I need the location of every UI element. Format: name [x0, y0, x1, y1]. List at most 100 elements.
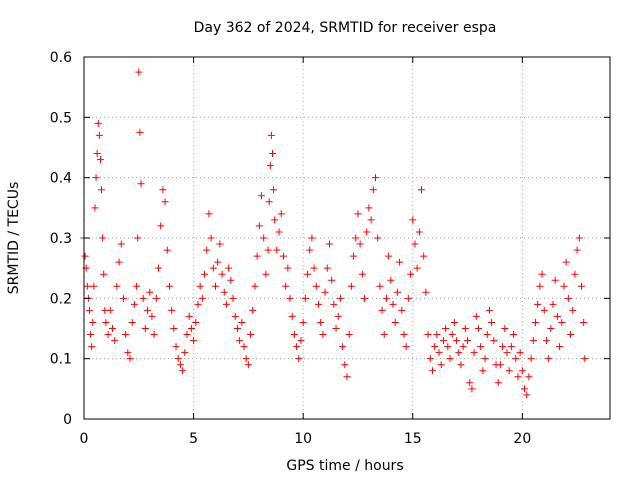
- data-point: [271, 216, 279, 224]
- data-point: [505, 367, 513, 375]
- data-point: [168, 306, 176, 314]
- data-point: [556, 343, 564, 351]
- data-point: [319, 331, 327, 339]
- data-point: [507, 343, 515, 351]
- data-point: [236, 337, 244, 345]
- data-point: [341, 361, 349, 369]
- data-point: [312, 282, 320, 290]
- data-point: [163, 246, 171, 254]
- data-point: [240, 343, 248, 351]
- data-point: [268, 150, 276, 158]
- y-tick-label: 0.2: [50, 291, 72, 307]
- data-point: [93, 150, 101, 158]
- data-point: [290, 331, 298, 339]
- data-point: [249, 306, 257, 314]
- data-point: [91, 204, 99, 212]
- data-point: [389, 300, 397, 308]
- data-point: [398, 306, 406, 314]
- data-point: [542, 337, 550, 345]
- data-point: [361, 294, 369, 302]
- data-point: [87, 331, 95, 339]
- data-point: [365, 204, 373, 212]
- data-point: [525, 373, 533, 381]
- data-point: [347, 282, 355, 290]
- data-point: [297, 337, 305, 345]
- data-point: [503, 349, 511, 357]
- x-tick-label: 0: [80, 431, 89, 447]
- data-point: [83, 282, 91, 290]
- data-point: [442, 325, 450, 332]
- data-point: [260, 234, 268, 242]
- data-point: [284, 264, 292, 272]
- data-point: [310, 264, 318, 272]
- data-point: [483, 331, 491, 339]
- y-tick-label: 0: [63, 412, 72, 428]
- data-point: [308, 234, 316, 242]
- data-point: [529, 337, 537, 345]
- data-point: [330, 300, 338, 308]
- data-point: [113, 282, 121, 290]
- x-tick-label: 10: [294, 431, 312, 447]
- data-point: [437, 361, 445, 369]
- data-point: [115, 258, 123, 266]
- data-point: [523, 391, 531, 399]
- data-point: [233, 325, 241, 332]
- grid: [84, 57, 610, 419]
- data-point: [301, 294, 309, 302]
- data-point: [580, 318, 588, 326]
- data-point: [527, 355, 535, 363]
- data-point: [448, 331, 456, 339]
- data-point: [273, 246, 281, 254]
- y-axis-label: SRMTID / TECUs: [6, 182, 22, 295]
- data-point: [253, 252, 261, 260]
- data-point: [198, 294, 206, 302]
- data-point: [222, 300, 230, 308]
- data-point: [187, 325, 195, 332]
- data-point: [85, 306, 93, 314]
- data-point: [545, 355, 553, 363]
- data-point: [409, 216, 417, 224]
- data-point: [433, 331, 441, 339]
- data-point: [343, 373, 351, 381]
- data-point: [339, 343, 347, 351]
- data-point: [396, 258, 404, 266]
- data-points: [80, 68, 589, 399]
- data-point: [393, 288, 401, 296]
- data-point: [413, 264, 421, 272]
- data-point: [192, 318, 200, 326]
- data-point: [371, 174, 379, 182]
- data-point: [238, 318, 246, 326]
- data-point: [485, 306, 493, 314]
- data-point: [514, 373, 522, 381]
- data-point: [229, 294, 237, 302]
- data-point: [459, 343, 467, 351]
- data-point: [94, 119, 102, 127]
- y-tick-label: 0.1: [50, 352, 72, 368]
- data-point: [446, 355, 454, 363]
- data-point: [420, 252, 428, 260]
- y-tick-label: 0.6: [50, 50, 72, 66]
- data-point: [450, 318, 458, 326]
- data-point: [152, 294, 160, 302]
- data-point: [231, 312, 239, 320]
- data-point: [267, 131, 275, 139]
- data-point: [374, 234, 382, 242]
- data-point: [354, 210, 362, 218]
- data-point: [172, 343, 180, 351]
- data-point: [203, 246, 211, 254]
- data-point: [549, 300, 557, 308]
- data-point: [332, 325, 340, 332]
- data-point: [126, 355, 134, 363]
- data-point: [477, 343, 485, 351]
- data-point: [88, 343, 96, 351]
- data-point: [567, 331, 575, 339]
- data-point: [531, 318, 539, 326]
- data-point: [170, 325, 178, 332]
- data-point: [321, 288, 329, 296]
- data-point: [266, 162, 274, 170]
- data-point: [157, 222, 165, 230]
- data-point: [562, 258, 570, 266]
- data-point: [89, 318, 97, 326]
- data-point: [185, 312, 193, 320]
- data-point: [404, 294, 412, 302]
